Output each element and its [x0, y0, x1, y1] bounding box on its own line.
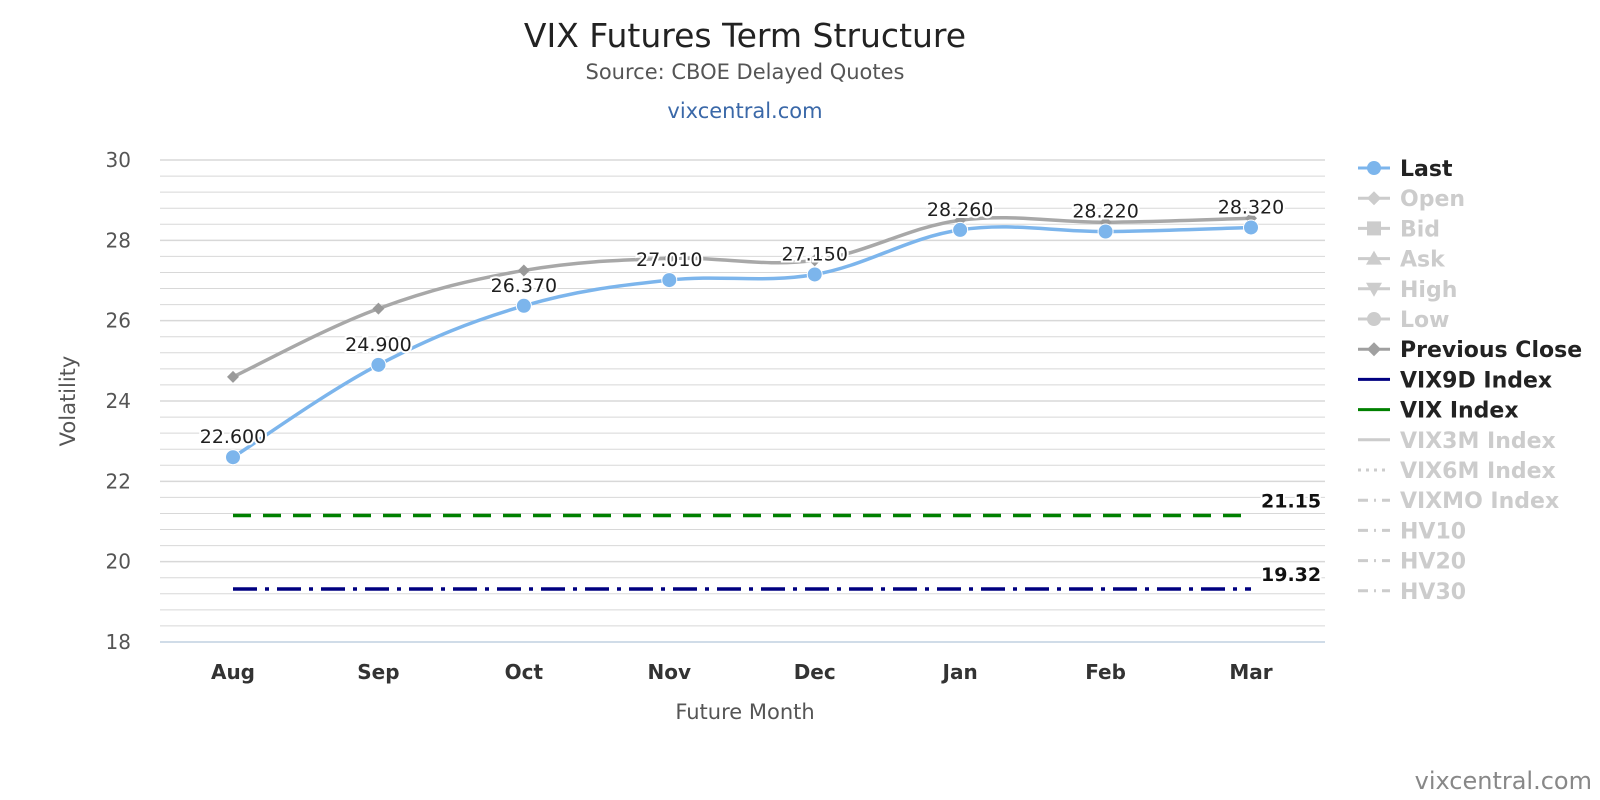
legend-label[interactable]: VIX6M Index	[1400, 459, 1556, 484]
previous-close-point[interactable]	[663, 252, 676, 265]
last-point[interactable]	[515, 297, 532, 314]
legend-label[interactable]: VIX Index	[1400, 399, 1519, 424]
legend-item-hv20[interactable]: HV20	[1358, 550, 1466, 575]
bottom-credit[interactable]: vixcentral.com	[1415, 767, 1592, 795]
y-tick-label: 18	[106, 630, 131, 654]
previous-close-point[interactable]	[517, 264, 530, 277]
legend-label[interactable]: High	[1400, 278, 1457, 303]
legend-item-last[interactable]: Last	[1358, 157, 1453, 182]
legend-item-hv30[interactable]: HV30	[1358, 580, 1466, 605]
last-point[interactable]	[952, 221, 969, 238]
last-data-label: 28.220	[1072, 200, 1138, 222]
chart-subtitle: Source: CBOE Delayed Quotes	[586, 60, 905, 84]
legend-item-vix6m-index[interactable]: VIX6M Index	[1358, 459, 1556, 484]
legend-item-bid[interactable]: Bid	[1358, 217, 1440, 242]
legend-item-vix3m-index[interactable]: VIX3M Index	[1358, 429, 1556, 454]
y-tick-label: 28	[106, 228, 131, 252]
legend-label[interactable]: VIX3M Index	[1400, 429, 1556, 454]
legend-label[interactable]: Bid	[1400, 217, 1440, 242]
last-data-label: 28.320	[1218, 196, 1284, 218]
y-tick-label: 30	[106, 148, 131, 172]
data-labels: 21.15 19.32 22.600 24.900 26.370 27.010 27.150…	[198, 194, 1323, 587]
y-tick-label: 26	[106, 309, 131, 333]
last-data-label: 24.900	[345, 334, 411, 356]
x-tick-label: Mar	[1229, 660, 1272, 684]
legend-item-vixmo-index[interactable]: VIXMO Index	[1358, 489, 1559, 514]
y-axis-title: Volatility	[56, 356, 80, 447]
y-tick-label: 24	[106, 389, 131, 413]
legend-label[interactable]: Ask	[1400, 248, 1446, 273]
reference-label-vix9d-index: 19.32	[1261, 564, 1321, 586]
legend-label[interactable]: Open	[1400, 187, 1465, 212]
previous-close-point[interactable]	[372, 302, 385, 315]
last-line[interactable]	[232, 225, 1252, 459]
reference-lines	[233, 513, 1251, 591]
last-point[interactable]	[1097, 223, 1114, 240]
legend-label[interactable]: VIXMO Index	[1400, 489, 1559, 514]
legend-item-hv10[interactable]: HV10	[1358, 519, 1466, 544]
last-data-label: 28.260	[927, 199, 993, 221]
legend-item-low[interactable]: Low	[1358, 308, 1449, 333]
data-series[interactable]	[225, 212, 1259, 466]
legend-marker-diamond	[1367, 191, 1381, 206]
x-tick-label: Aug	[211, 660, 255, 684]
legend-item-vix9d-index[interactable]: VIX9D Index	[1358, 368, 1552, 393]
legend-marker-diamond	[1367, 342, 1381, 357]
last-point[interactable]	[806, 266, 823, 283]
legend-label[interactable]: HV10	[1400, 519, 1466, 544]
legend-label[interactable]: HV30	[1400, 580, 1466, 605]
chart-title: VIX Futures Term Structure	[524, 16, 966, 55]
x-tick-label: Oct	[505, 660, 544, 684]
legend-item-high[interactable]: High	[1358, 278, 1457, 303]
chart-credit-link[interactable]: vixcentral.com	[667, 99, 822, 123]
legend-label[interactable]: HV20	[1400, 550, 1466, 575]
x-axis-title: Future Month	[675, 700, 814, 724]
reference-label-vix-index: 21.15	[1261, 490, 1321, 512]
last-point[interactable]	[225, 449, 241, 466]
y-tick-label: 20	[106, 550, 131, 574]
x-tick-label: Jan	[941, 660, 978, 684]
legend-marker-square	[1367, 221, 1381, 236]
last-point[interactable]	[370, 356, 387, 373]
previous-close-point[interactable]	[808, 254, 821, 267]
legend-item-vix-index[interactable]: VIX Index	[1358, 399, 1519, 424]
grid-lines	[160, 159, 1325, 627]
x-tick-label: Dec	[794, 660, 836, 684]
legend-marker-circle	[1367, 161, 1381, 175]
x-tick-label: Feb	[1085, 660, 1126, 684]
x-tick-label: Nov	[648, 660, 692, 684]
legend-item-ask[interactable]: Ask	[1358, 248, 1446, 273]
last-point[interactable]	[1243, 219, 1259, 236]
legend-label[interactable]: VIX9D Index	[1400, 368, 1552, 393]
legend-marker-triangle-down	[1366, 282, 1382, 297]
legend-marker-circle	[1367, 312, 1381, 326]
last-data-label: 22.600	[200, 426, 266, 448]
previous-close-point[interactable]	[227, 370, 239, 383]
x-tick-label: Sep	[357, 660, 399, 684]
legend-label[interactable]: Previous Close	[1400, 338, 1582, 363]
legend-marker-triangle	[1366, 250, 1382, 265]
previous-close-line[interactable]	[232, 215, 1252, 379]
legend-label[interactable]: Last	[1400, 157, 1453, 182]
axes: 18 20 22 24 26 28 30 Aug Sep Oct Nov Dec Jan Feb Mar	[106, 148, 1325, 684]
y-tick-label: 22	[106, 469, 131, 493]
last-point[interactable]	[661, 272, 678, 289]
legend-item-open[interactable]: Open	[1358, 187, 1465, 212]
legend[interactable]: Last Open Bid Ask High Low Previous Close VIX9D…	[1358, 157, 1582, 605]
last-data-label: 27.010	[636, 249, 702, 271]
legend-item-previous-close[interactable]: Previous Close	[1358, 338, 1582, 363]
last-data-label: 27.150	[781, 243, 847, 265]
legend-label[interactable]: Low	[1400, 308, 1449, 333]
last-data-label: 26.370	[491, 275, 557, 297]
